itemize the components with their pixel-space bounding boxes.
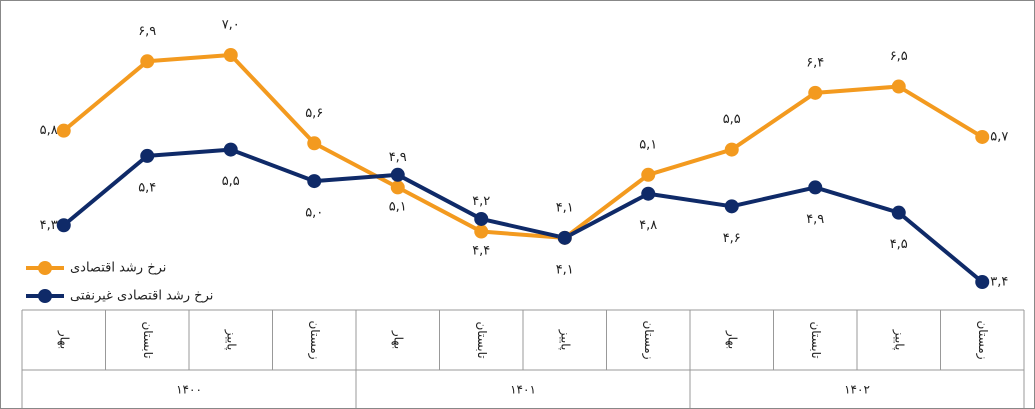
data-label: ۴,۶: [723, 231, 741, 246]
data-point: [891, 205, 906, 220]
group-label: ۱۴۰۰: [176, 383, 202, 397]
data-label: ۵,۱: [639, 137, 657, 152]
data-label: ۵,۰: [305, 206, 323, 221]
data-point: [307, 136, 322, 151]
data-label: ۷,۰: [222, 18, 240, 33]
data-label: ۴,۹: [389, 150, 407, 165]
x-tick-label: بهار: [56, 330, 71, 349]
data-point: [557, 230, 572, 245]
data-label: ۴,۵: [890, 237, 908, 252]
data-label: ۵,۸: [40, 123, 58, 138]
series-line: [62, 53, 984, 240]
data-point: [390, 167, 405, 182]
data-label: ۴,۳: [40, 218, 58, 233]
legend-label: نرخ رشد اقتصادی غیرنفتی: [70, 289, 213, 304]
data-label: ۴,۱: [556, 200, 574, 215]
data-point: [56, 123, 71, 138]
legend-marker: [38, 289, 52, 303]
data-label: ۶,۴: [806, 55, 824, 70]
group-label: ۱۴۰۲: [844, 383, 870, 397]
data-label: ۵,۷: [990, 129, 1008, 144]
x-tick-label: بهار: [390, 330, 405, 349]
data-point: [56, 218, 71, 233]
data-label: ۳,۴: [990, 275, 1008, 290]
data-label: ۵,۵: [222, 174, 240, 189]
data-label: ۴,۱: [556, 262, 574, 277]
data-point: [975, 275, 990, 289]
data-point: [140, 54, 155, 69]
x-tick-label: زمستان: [975, 320, 990, 359]
data-point: [641, 167, 656, 182]
data-point: [808, 180, 823, 195]
data-point: [307, 174, 322, 189]
x-tick-label: تابستان: [809, 321, 823, 358]
group-label: ۱۴۰۱: [510, 383, 536, 397]
data-label: ۶,۹: [138, 24, 156, 39]
data-point: [223, 142, 238, 157]
data-point: [975, 129, 990, 144]
series-line: [62, 147, 984, 284]
data-point: [390, 180, 405, 195]
x-tick-label: پاییز: [557, 329, 572, 351]
data-label: ۵,۱: [389, 199, 407, 214]
x-tick-label: پاییز: [891, 329, 906, 351]
data-label: ۴,۹: [806, 212, 824, 227]
data-label: ۵,۴: [138, 180, 156, 195]
data-point: [474, 211, 489, 226]
data-label: ۶,۵: [890, 49, 908, 64]
x-tick-label: تابستان: [475, 321, 489, 358]
data-point: [724, 142, 739, 157]
data-point: [724, 199, 739, 214]
data-label: ۵,۶: [305, 106, 323, 121]
data-label: ۴,۸: [639, 218, 657, 233]
legend-label: نرخ رشد اقتصادی: [70, 261, 166, 276]
data-label: ۵,۵: [723, 112, 741, 127]
data-point: [808, 85, 823, 100]
x-tick-label: تابستان: [141, 321, 155, 358]
data-point: [641, 186, 656, 201]
data-point: [140, 148, 155, 163]
x-tick-label: زمستان: [307, 320, 322, 359]
data-label: ۴,۲: [472, 194, 490, 209]
x-tick-label: زمستان: [641, 320, 656, 359]
data-point: [474, 224, 489, 239]
data-label: ۴,۴: [472, 243, 490, 258]
data-point: [223, 48, 238, 62]
x-tick-label: بهار: [724, 330, 739, 349]
x-tick-label: پاییز: [223, 329, 238, 351]
data-point: [891, 79, 906, 94]
legend-marker: [38, 261, 52, 275]
